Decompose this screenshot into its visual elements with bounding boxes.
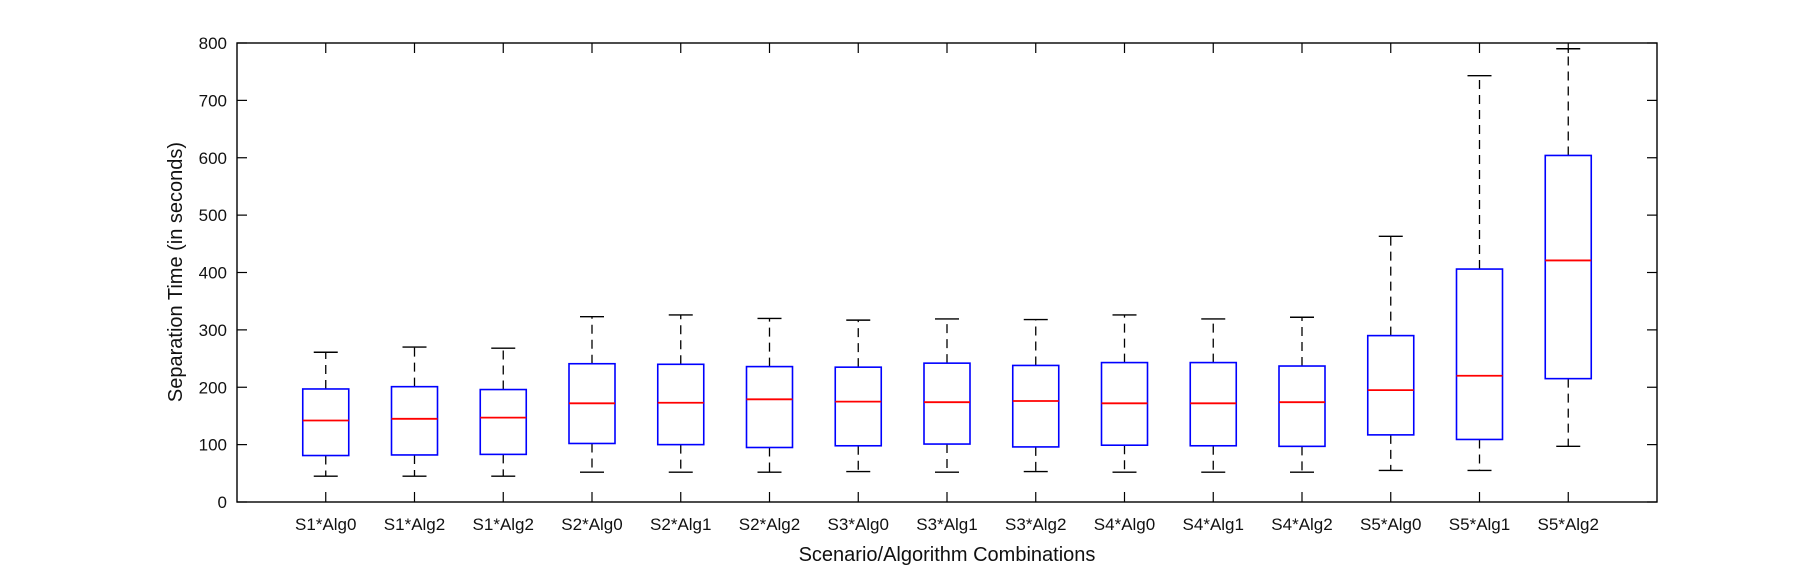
y-tick-label: 400 xyxy=(199,264,227,283)
box xyxy=(568,315,616,473)
y-axis-label: Separation Time (in seconds) xyxy=(165,142,187,402)
x-tick-label: S2*Alg2 xyxy=(739,515,800,534)
y-tick-label: 300 xyxy=(199,321,227,340)
iqr-box xyxy=(745,365,794,449)
box xyxy=(1278,316,1326,473)
x-tick-label: S5*Alg2 xyxy=(1538,515,1599,534)
iqr-box xyxy=(1011,364,1060,448)
box xyxy=(301,351,350,477)
iqr-box xyxy=(834,366,883,447)
x-tick-label: S2*Alg0 xyxy=(561,515,622,534)
x-tick-label: S3*Alg0 xyxy=(828,515,889,534)
iqr-box xyxy=(479,388,528,456)
box xyxy=(1455,75,1504,472)
x-axis: S1*Alg0 S1*Alg2 S1*Alg2 S2*Alg0 S2*Alg1 S2*Al… xyxy=(295,43,1599,534)
box xyxy=(1366,235,1415,472)
box xyxy=(1100,314,1149,473)
y-tick-label: 700 xyxy=(199,91,227,110)
x-tick-label: S3*Alg1 xyxy=(916,515,977,534)
y-tick-label: 100 xyxy=(199,436,227,455)
x-tick-label: S5*Alg0 xyxy=(1360,515,1421,534)
box xyxy=(923,318,971,473)
x-tick-label: S5*Alg1 xyxy=(1449,515,1510,534)
x-tick-label: S1*Alg2 xyxy=(473,515,534,534)
plot-area xyxy=(236,42,1658,503)
x-tick-label: S4*Alg1 xyxy=(1183,515,1244,534)
box xyxy=(745,317,794,473)
iqr-box xyxy=(1366,334,1415,436)
box xyxy=(834,319,883,473)
y-tick-label: 600 xyxy=(199,149,227,168)
y-tick-label: 200 xyxy=(199,378,227,397)
box xyxy=(656,314,705,473)
box xyxy=(479,347,528,477)
box xyxy=(1544,48,1593,448)
iqr-box xyxy=(1544,154,1593,380)
x-tick-label: S3*Alg2 xyxy=(1005,515,1066,534)
iqr-box xyxy=(656,363,705,446)
x-tick-label: S4*Alg2 xyxy=(1271,515,1332,534)
iqr-box xyxy=(301,388,350,457)
y-axis: 0 100 200 300 400 500 600 700 800 xyxy=(199,34,1657,512)
y-tick-label: 500 xyxy=(199,206,227,225)
iqr-box xyxy=(390,385,439,456)
x-tick-label: S2*Alg1 xyxy=(650,515,711,534)
x-axis-label: Scenario/Algorithm Combinations xyxy=(799,544,1096,566)
x-tick-label: S1*Alg2 xyxy=(384,515,445,534)
box xyxy=(1189,318,1238,473)
x-tick-label: S4*Alg0 xyxy=(1094,515,1155,534)
box-series xyxy=(301,48,1593,477)
iqr-box xyxy=(1455,268,1504,441)
iqr-box xyxy=(923,362,971,445)
iqr-box xyxy=(1278,365,1326,448)
x-tick-label: S1*Alg0 xyxy=(295,515,356,534)
box xyxy=(1011,318,1060,473)
y-tick-label: 0 xyxy=(218,493,227,512)
y-tick-label: 800 xyxy=(199,34,227,53)
box xyxy=(390,346,439,477)
